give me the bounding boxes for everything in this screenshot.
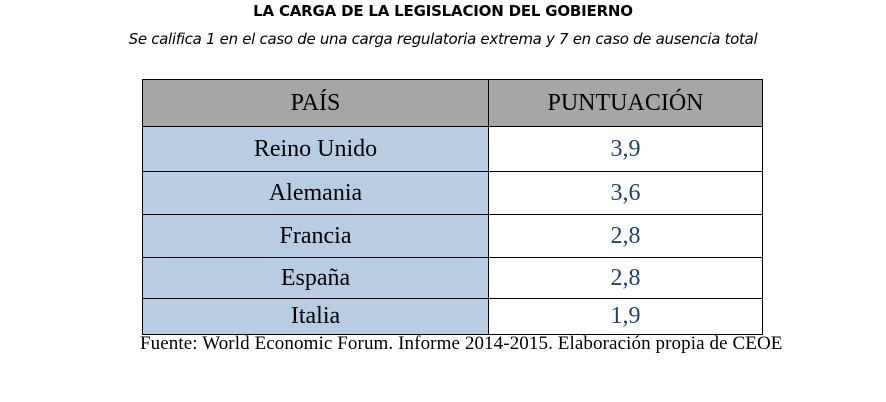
page-subtitle: Se califica 1 en el caso de una carga re… — [128, 30, 758, 48]
column-header-country: PAÍS — [142, 79, 489, 127]
country-cell: Francia — [142, 214, 489, 258]
score-cell: 2,8 — [488, 214, 763, 258]
country-cell: España — [142, 257, 489, 299]
score-cell: 3,9 — [488, 126, 763, 172]
scores-table: PAÍS PUNTUACIÓN Reino Unido 3,9 Alemania… — [142, 79, 763, 335]
table-row: Reino Unido 3,9 — [142, 126, 763, 172]
score-cell: 2,8 — [488, 257, 763, 299]
page-title: LA CARGA DE LA LEGISLACION DEL GOBIERNO — [253, 2, 633, 20]
table-row: Alemania 3,6 — [142, 171, 763, 215]
country-cell: Reino Unido — [142, 126, 489, 172]
country-cell: Alemania — [142, 171, 489, 215]
table-header-row: PAÍS PUNTUACIÓN — [142, 79, 763, 127]
table-row: España 2,8 — [142, 257, 763, 299]
table-row: Francia 2,8 — [142, 214, 763, 258]
score-cell: 3,6 — [488, 171, 763, 215]
table-row: Italia 1,9 — [142, 298, 763, 335]
source-note: Fuente: World Economic Forum. Informe 20… — [140, 333, 783, 354]
country-cell: Italia — [142, 298, 489, 335]
column-header-score: PUNTUACIÓN — [488, 79, 763, 127]
score-cell: 1,9 — [488, 298, 763, 335]
